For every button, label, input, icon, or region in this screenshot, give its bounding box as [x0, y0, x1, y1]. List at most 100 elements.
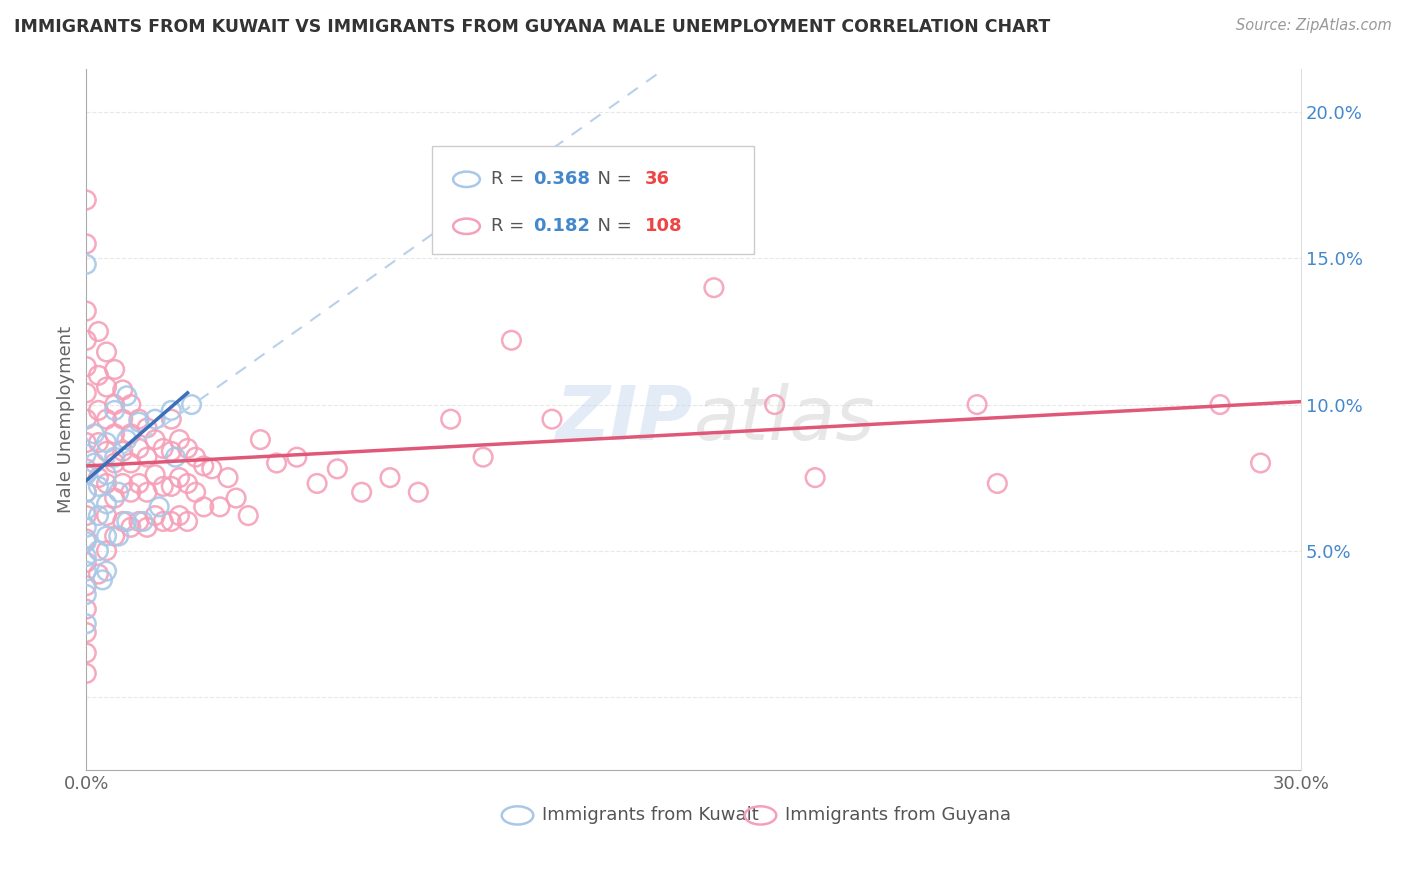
Point [225, 491, 247, 505]
Point [111, 383, 134, 397]
Point [120, 398, 142, 412]
Point [75, 467, 97, 482]
Point [75, 602, 97, 616]
Point [75, 485, 97, 500]
Point [96, 543, 118, 558]
Point [378, 470, 401, 484]
Text: Immigrants from Kuwait: Immigrants from Kuwait [541, 806, 759, 824]
Point [83, 456, 105, 470]
Point [75, 333, 97, 347]
Point [266, 456, 288, 470]
Point [160, 403, 183, 417]
Point [104, 362, 127, 376]
Point [165, 450, 187, 465]
Point [120, 520, 142, 534]
Point [148, 500, 170, 514]
Text: IMMIGRANTS FROM KUWAIT VS IMMIGRANTS FROM GUYANA MALE UNEMPLOYMENT CORRELATION C: IMMIGRANTS FROM KUWAIT VS IMMIGRANTS FRO… [14, 18, 1050, 36]
Point [1250, 456, 1272, 470]
Point [87, 403, 110, 417]
Point [107, 529, 129, 543]
Point [87, 479, 110, 493]
Point [87, 325, 110, 339]
Text: ZIP: ZIP [557, 383, 693, 456]
Point [75, 555, 97, 569]
Point [111, 412, 134, 426]
Point [75, 646, 97, 660]
Point [143, 412, 166, 426]
Text: 108: 108 [645, 218, 683, 235]
Point [128, 442, 150, 456]
Point [193, 500, 215, 514]
Point [326, 462, 349, 476]
Point [75, 447, 97, 461]
Point [104, 450, 127, 465]
Point [96, 412, 118, 426]
Point [75, 625, 97, 640]
Point [75, 257, 97, 271]
Point [83, 426, 105, 441]
Point [75, 579, 97, 593]
Point [986, 476, 1008, 491]
Point [87, 543, 110, 558]
Point [120, 456, 142, 470]
Point [111, 444, 134, 458]
Point [128, 412, 150, 426]
Point [96, 529, 118, 543]
Point [143, 467, 166, 482]
Point [96, 508, 118, 523]
Y-axis label: Male Unemployment: Male Unemployment [58, 326, 75, 513]
Point [169, 433, 191, 447]
Point [160, 515, 183, 529]
Point [184, 450, 207, 465]
Text: N =: N = [585, 170, 637, 188]
Point [75, 616, 97, 631]
Point [87, 567, 110, 582]
Point [763, 398, 786, 412]
Point [104, 491, 127, 505]
Point [104, 456, 127, 470]
Point [75, 535, 97, 549]
Point [120, 426, 142, 441]
Point [75, 359, 97, 374]
Point [87, 508, 110, 523]
Point [87, 435, 110, 450]
Point [115, 515, 138, 529]
Point [180, 398, 202, 412]
Point [104, 398, 127, 412]
Point [128, 515, 150, 529]
Point [75, 485, 97, 500]
Point [472, 450, 495, 465]
Point [96, 476, 118, 491]
Text: Immigrants from Guyana: Immigrants from Guyana [785, 806, 1011, 824]
Point [96, 345, 118, 359]
Point [143, 433, 166, 447]
Point [96, 467, 118, 482]
Point [350, 485, 373, 500]
Point [96, 435, 118, 450]
Point [176, 476, 198, 491]
Point [169, 508, 191, 523]
Point [249, 433, 271, 447]
Point [804, 470, 827, 484]
Text: atlas: atlas [693, 384, 875, 455]
Text: 0.368: 0.368 [533, 170, 591, 188]
Point [128, 476, 150, 491]
Point [107, 485, 129, 500]
Point [111, 476, 134, 491]
Point [408, 485, 430, 500]
Point [111, 515, 134, 529]
Point [143, 508, 166, 523]
Point [160, 412, 183, 426]
Point [136, 450, 159, 465]
Point [501, 333, 523, 347]
Point [91, 573, 114, 587]
Point [541, 412, 564, 426]
Point [136, 485, 159, 500]
Point [152, 442, 174, 456]
FancyBboxPatch shape [433, 145, 755, 254]
Point [132, 515, 155, 529]
Text: 36: 36 [645, 170, 671, 188]
Point [96, 380, 118, 394]
Point [208, 500, 231, 514]
Point [136, 421, 159, 435]
